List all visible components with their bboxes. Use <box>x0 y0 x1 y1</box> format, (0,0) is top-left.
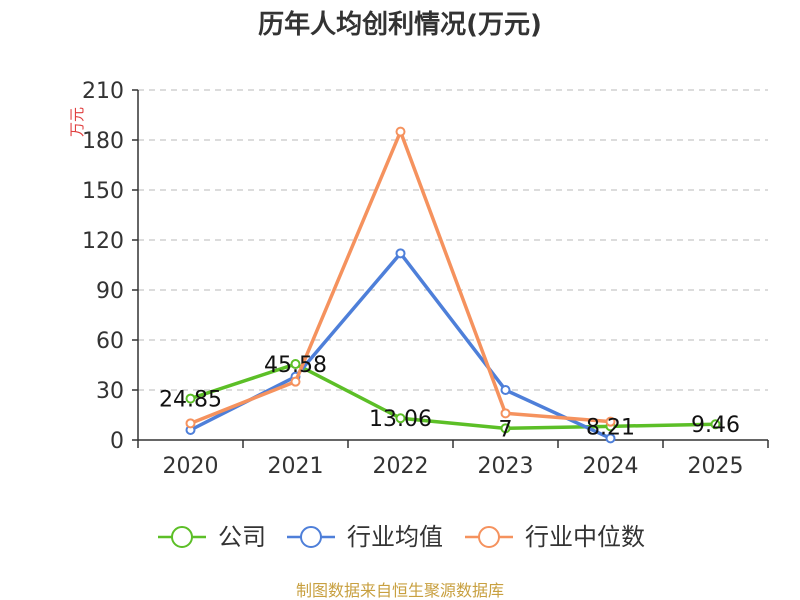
data-labels: 24.85 45.58 13.06 7 8.21 9.46 <box>159 353 740 442</box>
data-point <box>500 385 511 395</box>
x-tick-label: 2024 <box>583 454 639 479</box>
grid-lines <box>138 89 768 391</box>
x-tick-label: 2022 <box>373 454 429 479</box>
legend-marker <box>478 526 500 548</box>
x-tick-label: 2020 <box>163 454 219 479</box>
legend-item-1[interactable]: 行业均值 <box>287 523 443 551</box>
x-tick-label: 2021 <box>268 454 324 479</box>
data-label: 24.85 <box>159 388 222 413</box>
data-label: 8.21 <box>586 415 635 440</box>
y-tick-label: 0 <box>110 429 124 454</box>
data-point <box>185 393 196 404</box>
legend-label: 公司 <box>218 523 266 551</box>
y-tick-label: 180 <box>82 129 124 154</box>
data-point <box>710 419 721 430</box>
y-tick-label: 210 <box>82 79 124 104</box>
legend-label: 行业均值 <box>347 523 443 551</box>
data-label: 9.46 <box>691 413 740 438</box>
legend[interactable]: 公司 行业均值 行业中位数 <box>158 523 645 551</box>
legend-marker <box>171 526 193 548</box>
data-point <box>185 418 196 429</box>
data-point <box>605 416 616 427</box>
chart-title: 历年人均创利情况(万元) <box>258 9 542 40</box>
x-tick-label: 2023 <box>478 454 534 479</box>
data-point <box>605 433 616 444</box>
data-point <box>395 413 406 424</box>
legend-item-2[interactable]: 行业中位数 <box>465 523 645 551</box>
data-point <box>500 408 511 419</box>
y-tick-label: 120 <box>82 229 124 254</box>
y-tick-label: 60 <box>96 329 124 354</box>
axes: 0 30 60 90 120 150 180 210 2020 2021 2022 2023 2024 2… <box>82 79 769 479</box>
data-point <box>500 423 511 434</box>
data-point <box>290 376 301 387</box>
legend-marker <box>300 526 322 548</box>
data-point <box>395 248 406 259</box>
y-tick-label: 150 <box>82 179 124 204</box>
legend-item-0[interactable]: 公司 <box>158 523 266 551</box>
data-point <box>395 126 406 137</box>
y-tick-label: 30 <box>96 379 124 404</box>
data-label: 13.06 <box>369 407 432 432</box>
y-tick-label: 90 <box>96 279 124 304</box>
series-group <box>185 126 721 444</box>
y-axis-unit: 万元 <box>68 107 86 137</box>
source-note: 制图数据来自恒生聚源数据库 <box>296 581 504 600</box>
series-line-0 <box>189 362 716 431</box>
data-point <box>290 359 301 370</box>
x-tick-label: 2025 <box>688 454 744 479</box>
data-label: 45.58 <box>264 353 327 378</box>
data-label: 7 <box>499 417 513 442</box>
legend-label: 行业中位数 <box>525 523 645 551</box>
